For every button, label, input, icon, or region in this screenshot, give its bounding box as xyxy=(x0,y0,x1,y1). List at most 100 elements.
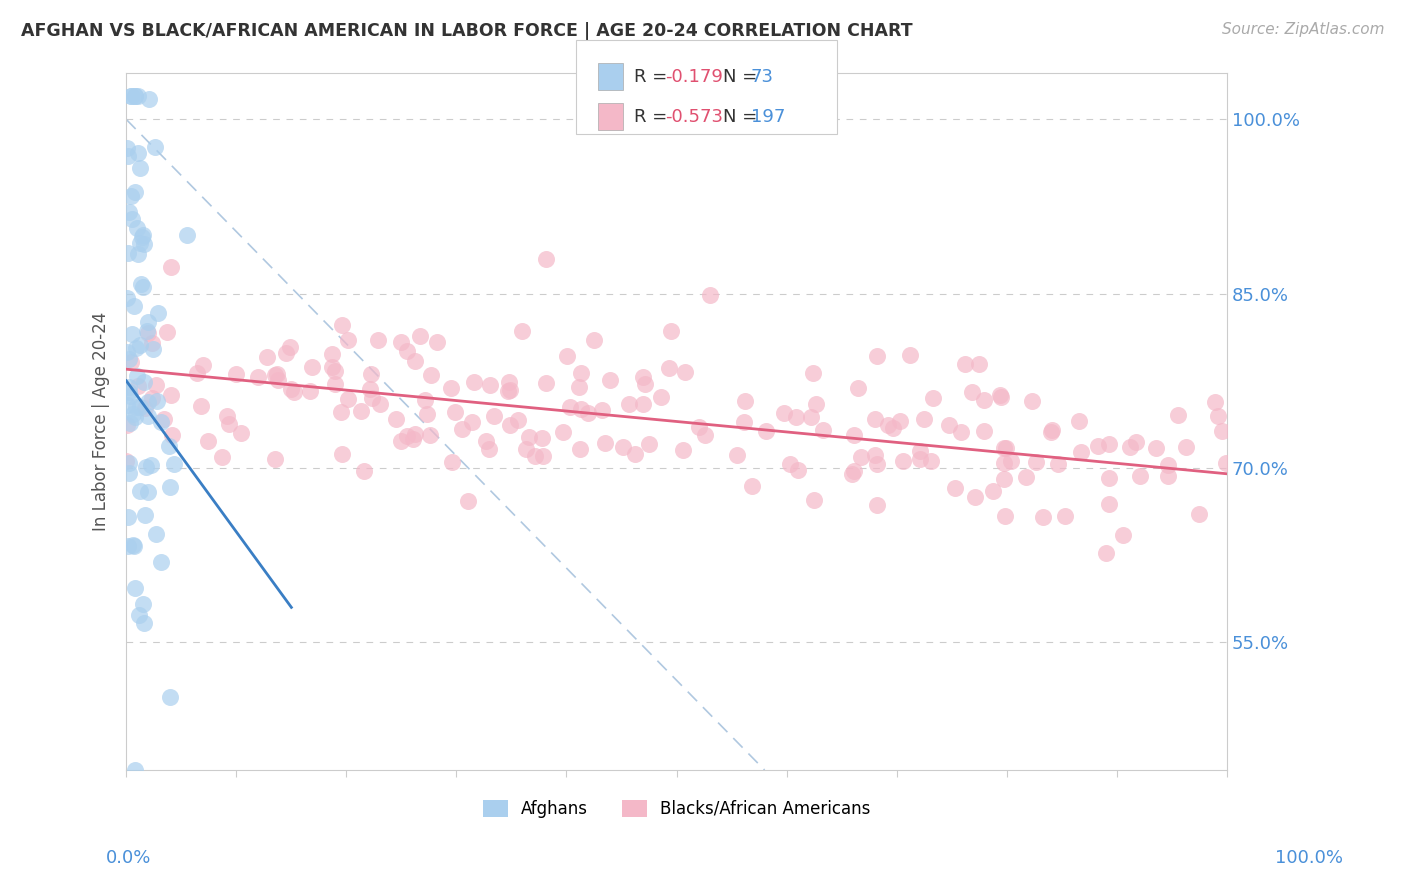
Point xyxy=(321,359,343,374)
Point xyxy=(555,349,578,363)
Point xyxy=(117,345,139,359)
Point xyxy=(920,454,942,468)
Point xyxy=(973,393,995,408)
Point xyxy=(127,368,149,383)
Point xyxy=(115,454,138,468)
Point xyxy=(779,457,801,471)
Point xyxy=(153,412,176,426)
Point xyxy=(121,408,143,422)
Point xyxy=(866,498,889,512)
Point xyxy=(914,412,936,426)
Text: 0.0%: 0.0% xyxy=(105,849,150,867)
Point xyxy=(409,328,432,343)
Point xyxy=(534,252,557,266)
Point xyxy=(136,409,159,423)
Point xyxy=(1119,440,1142,454)
Point xyxy=(1069,414,1091,428)
Point xyxy=(389,434,412,449)
Point xyxy=(299,384,322,399)
Point xyxy=(150,555,173,569)
Point xyxy=(1087,439,1109,453)
Point xyxy=(568,380,591,394)
Point xyxy=(134,616,156,631)
Point xyxy=(280,382,302,396)
Point xyxy=(1167,409,1189,423)
Point xyxy=(938,417,960,432)
Point xyxy=(263,368,285,383)
Point xyxy=(638,437,661,451)
Point xyxy=(336,334,359,348)
Point xyxy=(1112,528,1135,542)
Point xyxy=(330,318,353,332)
Point xyxy=(225,368,247,382)
Point xyxy=(1129,468,1152,483)
Point xyxy=(132,375,155,389)
Point xyxy=(247,370,270,384)
Point xyxy=(1015,469,1038,483)
Point xyxy=(631,397,654,411)
Point xyxy=(163,458,186,472)
Point xyxy=(117,246,139,260)
Point xyxy=(129,484,152,499)
Point xyxy=(591,403,613,417)
Point xyxy=(741,479,763,493)
Point xyxy=(190,399,212,413)
Point xyxy=(1021,394,1043,409)
Point xyxy=(404,427,426,442)
Point xyxy=(993,442,1015,456)
Point xyxy=(506,413,529,427)
Point xyxy=(124,763,146,777)
Point xyxy=(569,442,592,456)
Point xyxy=(146,393,169,408)
Point xyxy=(1097,437,1119,451)
Point xyxy=(266,367,288,381)
Point xyxy=(131,230,153,244)
Point xyxy=(125,341,148,355)
Point xyxy=(118,457,141,471)
Point xyxy=(129,277,152,291)
Point xyxy=(141,458,163,472)
Point xyxy=(426,335,449,350)
Point xyxy=(138,326,160,340)
Point xyxy=(419,428,441,442)
Point xyxy=(484,409,506,424)
Point xyxy=(1032,510,1054,524)
Point xyxy=(898,348,921,362)
Point xyxy=(1204,394,1226,409)
Point xyxy=(994,508,1017,523)
Point xyxy=(145,378,167,392)
Point xyxy=(1157,468,1180,483)
Point xyxy=(332,447,354,461)
Point xyxy=(122,299,145,313)
Point xyxy=(124,539,146,553)
Point xyxy=(263,452,285,467)
Point xyxy=(576,407,599,421)
Point xyxy=(229,426,252,441)
Point xyxy=(755,424,778,438)
Point xyxy=(650,390,672,404)
Point xyxy=(256,350,278,364)
Point xyxy=(143,140,166,154)
Point xyxy=(965,490,987,504)
Point xyxy=(441,455,464,469)
Point xyxy=(801,366,824,380)
Point xyxy=(659,324,682,338)
Point xyxy=(186,366,208,380)
Point xyxy=(1125,435,1147,450)
Point xyxy=(560,400,582,414)
Point xyxy=(510,324,533,338)
Point xyxy=(160,260,183,275)
Point xyxy=(124,186,146,200)
Text: R =: R = xyxy=(634,68,673,86)
Point xyxy=(866,349,889,363)
Text: R =: R = xyxy=(634,108,673,126)
Point xyxy=(463,375,485,389)
Point xyxy=(118,466,141,480)
Point xyxy=(1211,424,1233,438)
Point xyxy=(866,457,889,471)
Point xyxy=(118,384,141,399)
Point xyxy=(124,410,146,425)
Point xyxy=(368,397,391,411)
Point xyxy=(127,89,149,103)
Point xyxy=(531,449,554,463)
